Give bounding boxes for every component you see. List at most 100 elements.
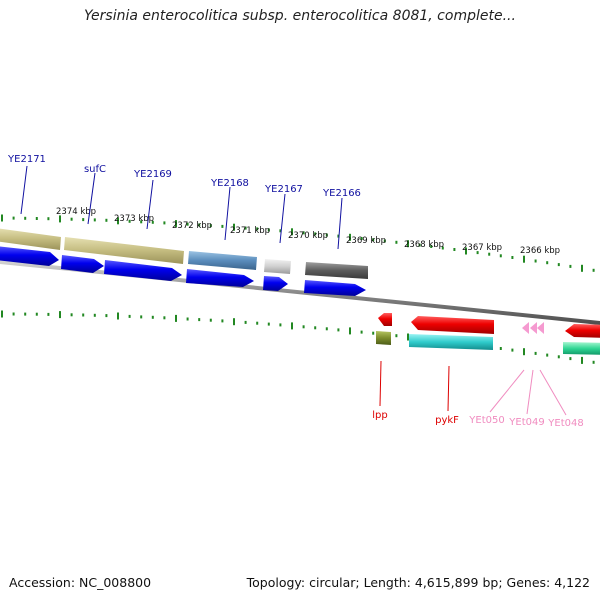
- trna-arrow[interactable]: [530, 322, 537, 334]
- gene-label[interactable]: YE2167: [264, 184, 303, 195]
- cds-arrow[interactable]: [304, 280, 366, 296]
- minor-tick: [499, 347, 502, 350]
- minor-tick: [24, 312, 27, 316]
- minor-tick: [325, 327, 328, 331]
- minor-tick: [24, 216, 27, 220]
- minor-tick: [592, 360, 595, 364]
- minor-tick: [256, 321, 259, 325]
- leader-line: [87, 172, 96, 225]
- minor-tick: [383, 239, 386, 243]
- minor-tick: [35, 312, 38, 316]
- major-tick: [233, 318, 235, 326]
- gene-label[interactable]: YEt048: [547, 418, 583, 429]
- major-tick: [175, 314, 177, 322]
- minor-tick: [93, 218, 96, 222]
- cds-arrow[interactable]: [104, 260, 182, 281]
- cds-arrow[interactable]: [411, 316, 494, 334]
- cds-arrow[interactable]: [61, 255, 104, 273]
- major-tick: [1, 310, 3, 318]
- minor-tick: [128, 314, 131, 318]
- minor-tick: [395, 240, 398, 244]
- reverse-features: [376, 313, 600, 355]
- major-tick: [175, 220, 177, 228]
- major-tick: [349, 233, 351, 241]
- major-tick: [407, 333, 409, 341]
- minor-tick: [70, 313, 73, 317]
- gene-label[interactable]: YE2171: [7, 154, 46, 165]
- major-tick: [291, 322, 293, 330]
- minor-tick: [105, 218, 108, 222]
- kbp-label: 2374 kbp: [56, 207, 96, 217]
- minor-tick: [12, 216, 15, 220]
- minor-tick: [163, 221, 166, 225]
- minor-tick: [302, 325, 305, 329]
- minor-tick: [557, 355, 560, 359]
- major-tick: [581, 264, 583, 272]
- major-tick: [349, 327, 351, 335]
- trna-arrow[interactable]: [522, 322, 529, 334]
- minor-tick: [186, 317, 189, 321]
- trna-arrow[interactable]: [537, 322, 544, 334]
- minor-tick: [430, 245, 433, 248]
- gene-block[interactable]: [376, 331, 391, 345]
- minor-tick: [546, 261, 549, 265]
- leader-line: [279, 193, 286, 244]
- kbp-label: 2370 kbp: [288, 231, 328, 241]
- minor-tick: [140, 315, 143, 319]
- gene-block[interactable]: [409, 334, 493, 350]
- kbp-label: 2369 kbp: [346, 236, 386, 246]
- minor-tick: [209, 224, 212, 228]
- cds-arrow[interactable]: [186, 269, 254, 287]
- minor-tick: [302, 231, 305, 235]
- minor-tick: [47, 217, 50, 221]
- gene-label[interactable]: YEt050: [468, 415, 504, 426]
- accession-text: Accession: NC_008800: [9, 575, 152, 590]
- gene-label[interactable]: YE2166: [322, 188, 361, 199]
- kbp-scale: 2374 kbp 2373 kbp 2372 kbp 2371 kbp 2370…: [56, 207, 560, 256]
- gene-label[interactable]: YEt049: [508, 417, 544, 428]
- gene-block[interactable]: [64, 237, 184, 264]
- map-title: Yersinia enterocolitica subsp. enterocol…: [84, 8, 516, 24]
- minor-tick: [557, 263, 560, 267]
- reverse-gene-labels: lpp pykF YEt050 YEt049 YEt048: [372, 410, 583, 429]
- major-tick: [465, 247, 467, 255]
- cds-arrow[interactable]: [378, 313, 392, 326]
- gene-block[interactable]: [264, 259, 291, 274]
- kbp-label: 2373 kbp: [114, 214, 154, 224]
- minor-tick: [221, 224, 224, 228]
- minor-tick: [488, 252, 491, 256]
- minor-tick: [325, 233, 328, 237]
- minor-tick: [82, 313, 85, 317]
- inner-tick-ring: [1, 310, 595, 364]
- minor-tick: [198, 318, 201, 322]
- minor-tick: [267, 228, 270, 232]
- minor-tick: [163, 316, 166, 320]
- gene-block[interactable]: [305, 262, 368, 279]
- gene-label[interactable]: sufC: [84, 164, 106, 175]
- gene-label[interactable]: YE2168: [210, 178, 249, 189]
- gene-label[interactable]: YE2169: [133, 169, 172, 180]
- gene-label[interactable]: pykF: [435, 415, 459, 426]
- minor-tick: [337, 234, 340, 238]
- cds-arrow[interactable]: [565, 324, 600, 338]
- gene-label[interactable]: lpp: [372, 410, 387, 421]
- gene-block[interactable]: [563, 342, 600, 355]
- leader-line: [146, 179, 154, 230]
- kbp-label: 2371 kbp: [230, 226, 270, 236]
- major-tick: [59, 311, 61, 319]
- leader-line: [224, 186, 231, 241]
- forward-gene-blocks: [0, 228, 368, 279]
- major-tick: [1, 214, 3, 222]
- cds-arrow[interactable]: [0, 246, 59, 266]
- minor-tick: [93, 313, 96, 317]
- cds-arrow[interactable]: [263, 276, 288, 291]
- minor-tick: [476, 251, 479, 255]
- gene-block[interactable]: [0, 228, 61, 250]
- leader-line: [526, 369, 534, 415]
- minor-tick: [128, 219, 131, 223]
- minor-tick: [209, 318, 212, 322]
- gene-block[interactable]: [188, 251, 257, 270]
- minor-tick: [82, 218, 85, 222]
- leader-line: [20, 165, 28, 215]
